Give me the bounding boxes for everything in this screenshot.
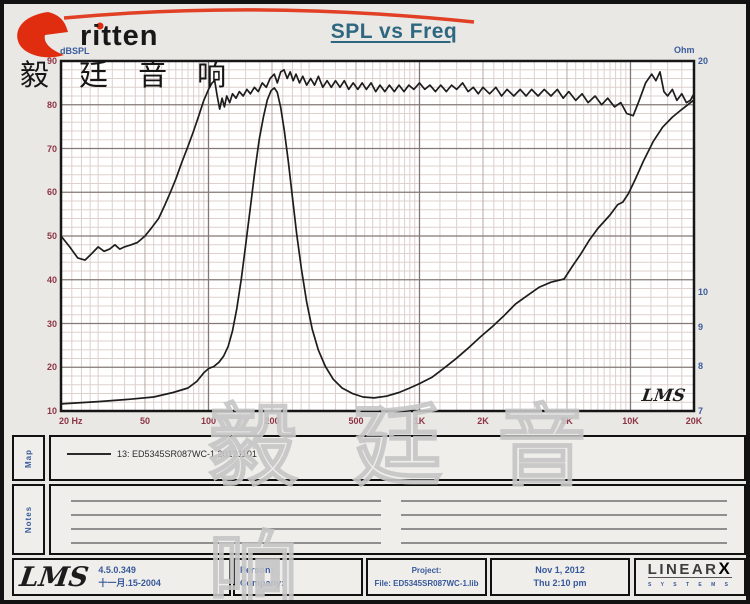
x-axis-tick-label: 5K xyxy=(561,416,573,426)
left-axis-tick-label: 90 xyxy=(46,56,57,66)
note-line xyxy=(71,528,381,530)
linearx-systems-label: S Y S T E M S xyxy=(647,577,733,592)
right-axis-tick-label: 8 xyxy=(698,361,704,372)
right-axis-tick-label: 10 xyxy=(698,287,709,298)
x-axis-tick-label: 20 Hz xyxy=(59,416,83,426)
x-axis-tick-label: 1K xyxy=(413,416,426,426)
linearx-name: LINEAR xyxy=(647,561,719,578)
left-axis-tick-label: 10 xyxy=(46,406,57,416)
left-axis-tick-label: 40 xyxy=(46,274,57,285)
x-axis-tick-label: 500 xyxy=(348,416,364,426)
note-line xyxy=(401,528,727,530)
brand-name: ritten xyxy=(80,20,159,52)
footer-version-cell: LMS 4.5.0.349 十一月.15-2004 xyxy=(12,558,231,596)
right-axis-tick-label: 7 xyxy=(698,406,704,416)
note-line xyxy=(401,542,727,544)
footer-project-cell: Project: File: ED5345SR087WC-1.lib xyxy=(366,558,487,596)
right-axis-unit-label: Ohm xyxy=(674,45,695,55)
left-axis-tick-label: 20 xyxy=(46,362,57,373)
report-date: Nov 1, 2012 xyxy=(535,565,585,575)
legend-entry-text: 13: ED5345SR087WC-1 20121101 xyxy=(117,449,257,459)
project-label: Project: xyxy=(411,566,442,575)
left-axis-tick-label: 50 xyxy=(46,231,57,241)
version-date: 十一月.15-2004 xyxy=(98,578,161,588)
note-line xyxy=(71,514,381,516)
report-time: Thu 2:10 pm xyxy=(533,578,587,588)
linearx-logo: LINEARX S Y S T E M S xyxy=(636,560,744,594)
left-axis-tick-label: 60 xyxy=(46,187,57,198)
company-label: Company: xyxy=(240,578,285,588)
x-axis-tick-label: 200 xyxy=(264,416,280,426)
legend-curve-swatch xyxy=(67,453,111,455)
impedance-curve xyxy=(60,87,695,405)
note-line xyxy=(71,500,381,502)
person-label: Person: xyxy=(240,565,274,575)
left-axis-tick-label: 30 xyxy=(46,318,57,329)
legend-box: 13: ED5345SR087WC-1 20121101 xyxy=(49,435,746,481)
x-axis-tick-label: 10K xyxy=(622,416,639,426)
x-axis-tick-label: 50 xyxy=(139,416,150,426)
page-title: SPL vs Freq xyxy=(330,20,458,43)
version-number: 4.5.0.349 xyxy=(98,565,136,575)
notes-row-label: Notes xyxy=(23,505,33,534)
legend-entry: 13: ED5345SR087WC-1 20121101 xyxy=(51,437,744,459)
version-block: 4.5.0.349 十一月.15-2004 xyxy=(98,564,161,590)
eritten-logo-swoosh-icon xyxy=(17,8,475,58)
notes-row-header: Notes xyxy=(12,484,45,555)
note-line xyxy=(401,514,727,516)
footer-linearx-cell: LINEARX S Y S T E M S xyxy=(634,558,746,596)
note-line xyxy=(71,542,381,544)
note-line xyxy=(401,500,727,502)
x-axis-tick-label: 100 xyxy=(200,416,216,426)
left-axis-tick-label: 80 xyxy=(46,99,57,110)
file-label: File: ED5345SR087WC-1.lib xyxy=(374,579,479,588)
map-row-label: Map xyxy=(24,448,33,468)
right-axis-tick-label: 9 xyxy=(698,322,704,333)
left-axis-tick-label: 70 xyxy=(46,143,57,154)
footer-datetime-cell: Nov 1, 2012 Thu 2:10 pm xyxy=(490,558,630,596)
footer-person-cell: Person: Company: xyxy=(233,558,363,596)
lms-inplot-logo: LMS xyxy=(640,386,687,406)
brand-cjk-text: 毅 廷 音 响 xyxy=(20,60,238,92)
notes-box xyxy=(49,484,746,555)
spl-curve xyxy=(60,68,695,261)
x-axis-tick-label: 2K xyxy=(477,416,489,426)
spl-vs-freq-plot xyxy=(59,59,696,413)
right-axis-tick-label: 20 xyxy=(698,56,709,66)
map-row-header: Map xyxy=(12,435,45,481)
lms-footer-logo: LMS xyxy=(17,561,91,593)
linearx-x: X xyxy=(718,559,733,578)
x-axis-tick-label: 20K xyxy=(685,416,703,426)
left-axis-unit-label: dBSPL xyxy=(60,46,90,56)
